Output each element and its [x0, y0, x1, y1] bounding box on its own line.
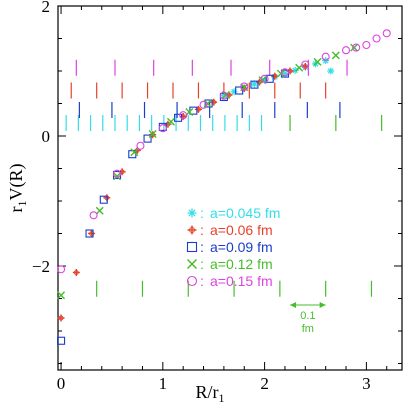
data-point: [280, 68, 290, 77]
scale-annotation: 0.1fm: [290, 302, 326, 335]
data-point: [89, 211, 98, 220]
y-axis-title: r1V(R): [6, 164, 29, 213]
data-point: [204, 99, 213, 108]
data-point: [250, 80, 259, 89]
x-axis-title: R/r1: [195, 382, 224, 405]
data-point: [301, 60, 310, 69]
data-point: [331, 51, 340, 60]
data-point: [240, 82, 249, 91]
data-point: [57, 265, 66, 274]
scale-label-value: 0.1: [300, 310, 315, 322]
data-point: [382, 29, 391, 38]
scale-arrow-left: [290, 302, 297, 308]
data-point: [260, 74, 269, 83]
data-point: [112, 169, 122, 178]
data-point: [362, 40, 371, 50]
data-point: [85, 229, 94, 238]
data-point: [158, 124, 167, 133]
data-point: [72, 269, 80, 276]
data-point: [136, 141, 145, 150]
y-tick-label: 2: [42, 0, 51, 16]
data-point: [57, 336, 66, 345]
plot-frame: [57, 5, 403, 371]
data-point: [186, 275, 198, 287]
data-point: [352, 43, 361, 52]
data-point: [113, 172, 122, 181]
data-point: [130, 148, 139, 157]
axis-labels: R/r1 r1V(R): [6, 164, 225, 406]
x-tick-label: 2: [260, 374, 269, 393]
legend-label: a=0.09 fm: [210, 239, 273, 255]
data-point: [187, 208, 197, 218]
legend-colon: :: [200, 222, 204, 238]
data-point: [166, 117, 175, 126]
y-tick-label: −2: [32, 257, 50, 276]
data-point: [187, 259, 197, 269]
data-points: [57, 29, 391, 345]
legend-label: a=0.12 fm: [210, 256, 273, 272]
data-point: [199, 100, 208, 109]
legend-colon: :: [200, 273, 204, 289]
data-point: [341, 46, 351, 55]
data-point: [350, 43, 359, 52]
legend-label: a=0.15 fm: [210, 273, 273, 289]
legend-colon: :: [200, 205, 204, 221]
data-point: [174, 113, 183, 122]
data-point: [99, 195, 108, 204]
x-tick-label: 1: [159, 374, 168, 393]
scale-label-unit: fm: [302, 323, 314, 335]
data-point: [187, 225, 197, 235]
data-point: [327, 67, 335, 75]
legend-colon: :: [200, 256, 204, 272]
data-point: [321, 52, 330, 61]
axes: 0 1 2 3 −2 0 2: [32, 0, 403, 393]
data-point: [265, 74, 274, 83]
legend-label: a=0.045 fm: [210, 205, 280, 221]
x-tick-label: 0: [57, 374, 66, 393]
scale-arrow-right: [319, 302, 326, 308]
data-point: [148, 130, 157, 139]
data-point: [372, 34, 381, 43]
data-point: [179, 111, 188, 120]
data-point: [219, 91, 228, 100]
y-tick-label: 0: [42, 127, 51, 146]
data-point: [194, 105, 202, 113]
legend: : a=0.045 fm: a=0.06 fm: a=0.09 fm: a=0.12 f…: [186, 205, 280, 289]
data-point: [95, 206, 104, 215]
data-point: [186, 241, 198, 253]
legend-label: a=0.06 fm: [210, 222, 273, 238]
data-point: [57, 314, 65, 322]
legend-colon: :: [200, 239, 204, 255]
x-tick-label: 3: [362, 374, 371, 393]
data-point: [235, 86, 244, 95]
data-point: [313, 57, 322, 66]
data-point: [88, 230, 96, 237]
lattice-spacing-ticks: [65, 59, 383, 297]
data-point: [143, 134, 152, 143]
data-point: [57, 291, 66, 300]
